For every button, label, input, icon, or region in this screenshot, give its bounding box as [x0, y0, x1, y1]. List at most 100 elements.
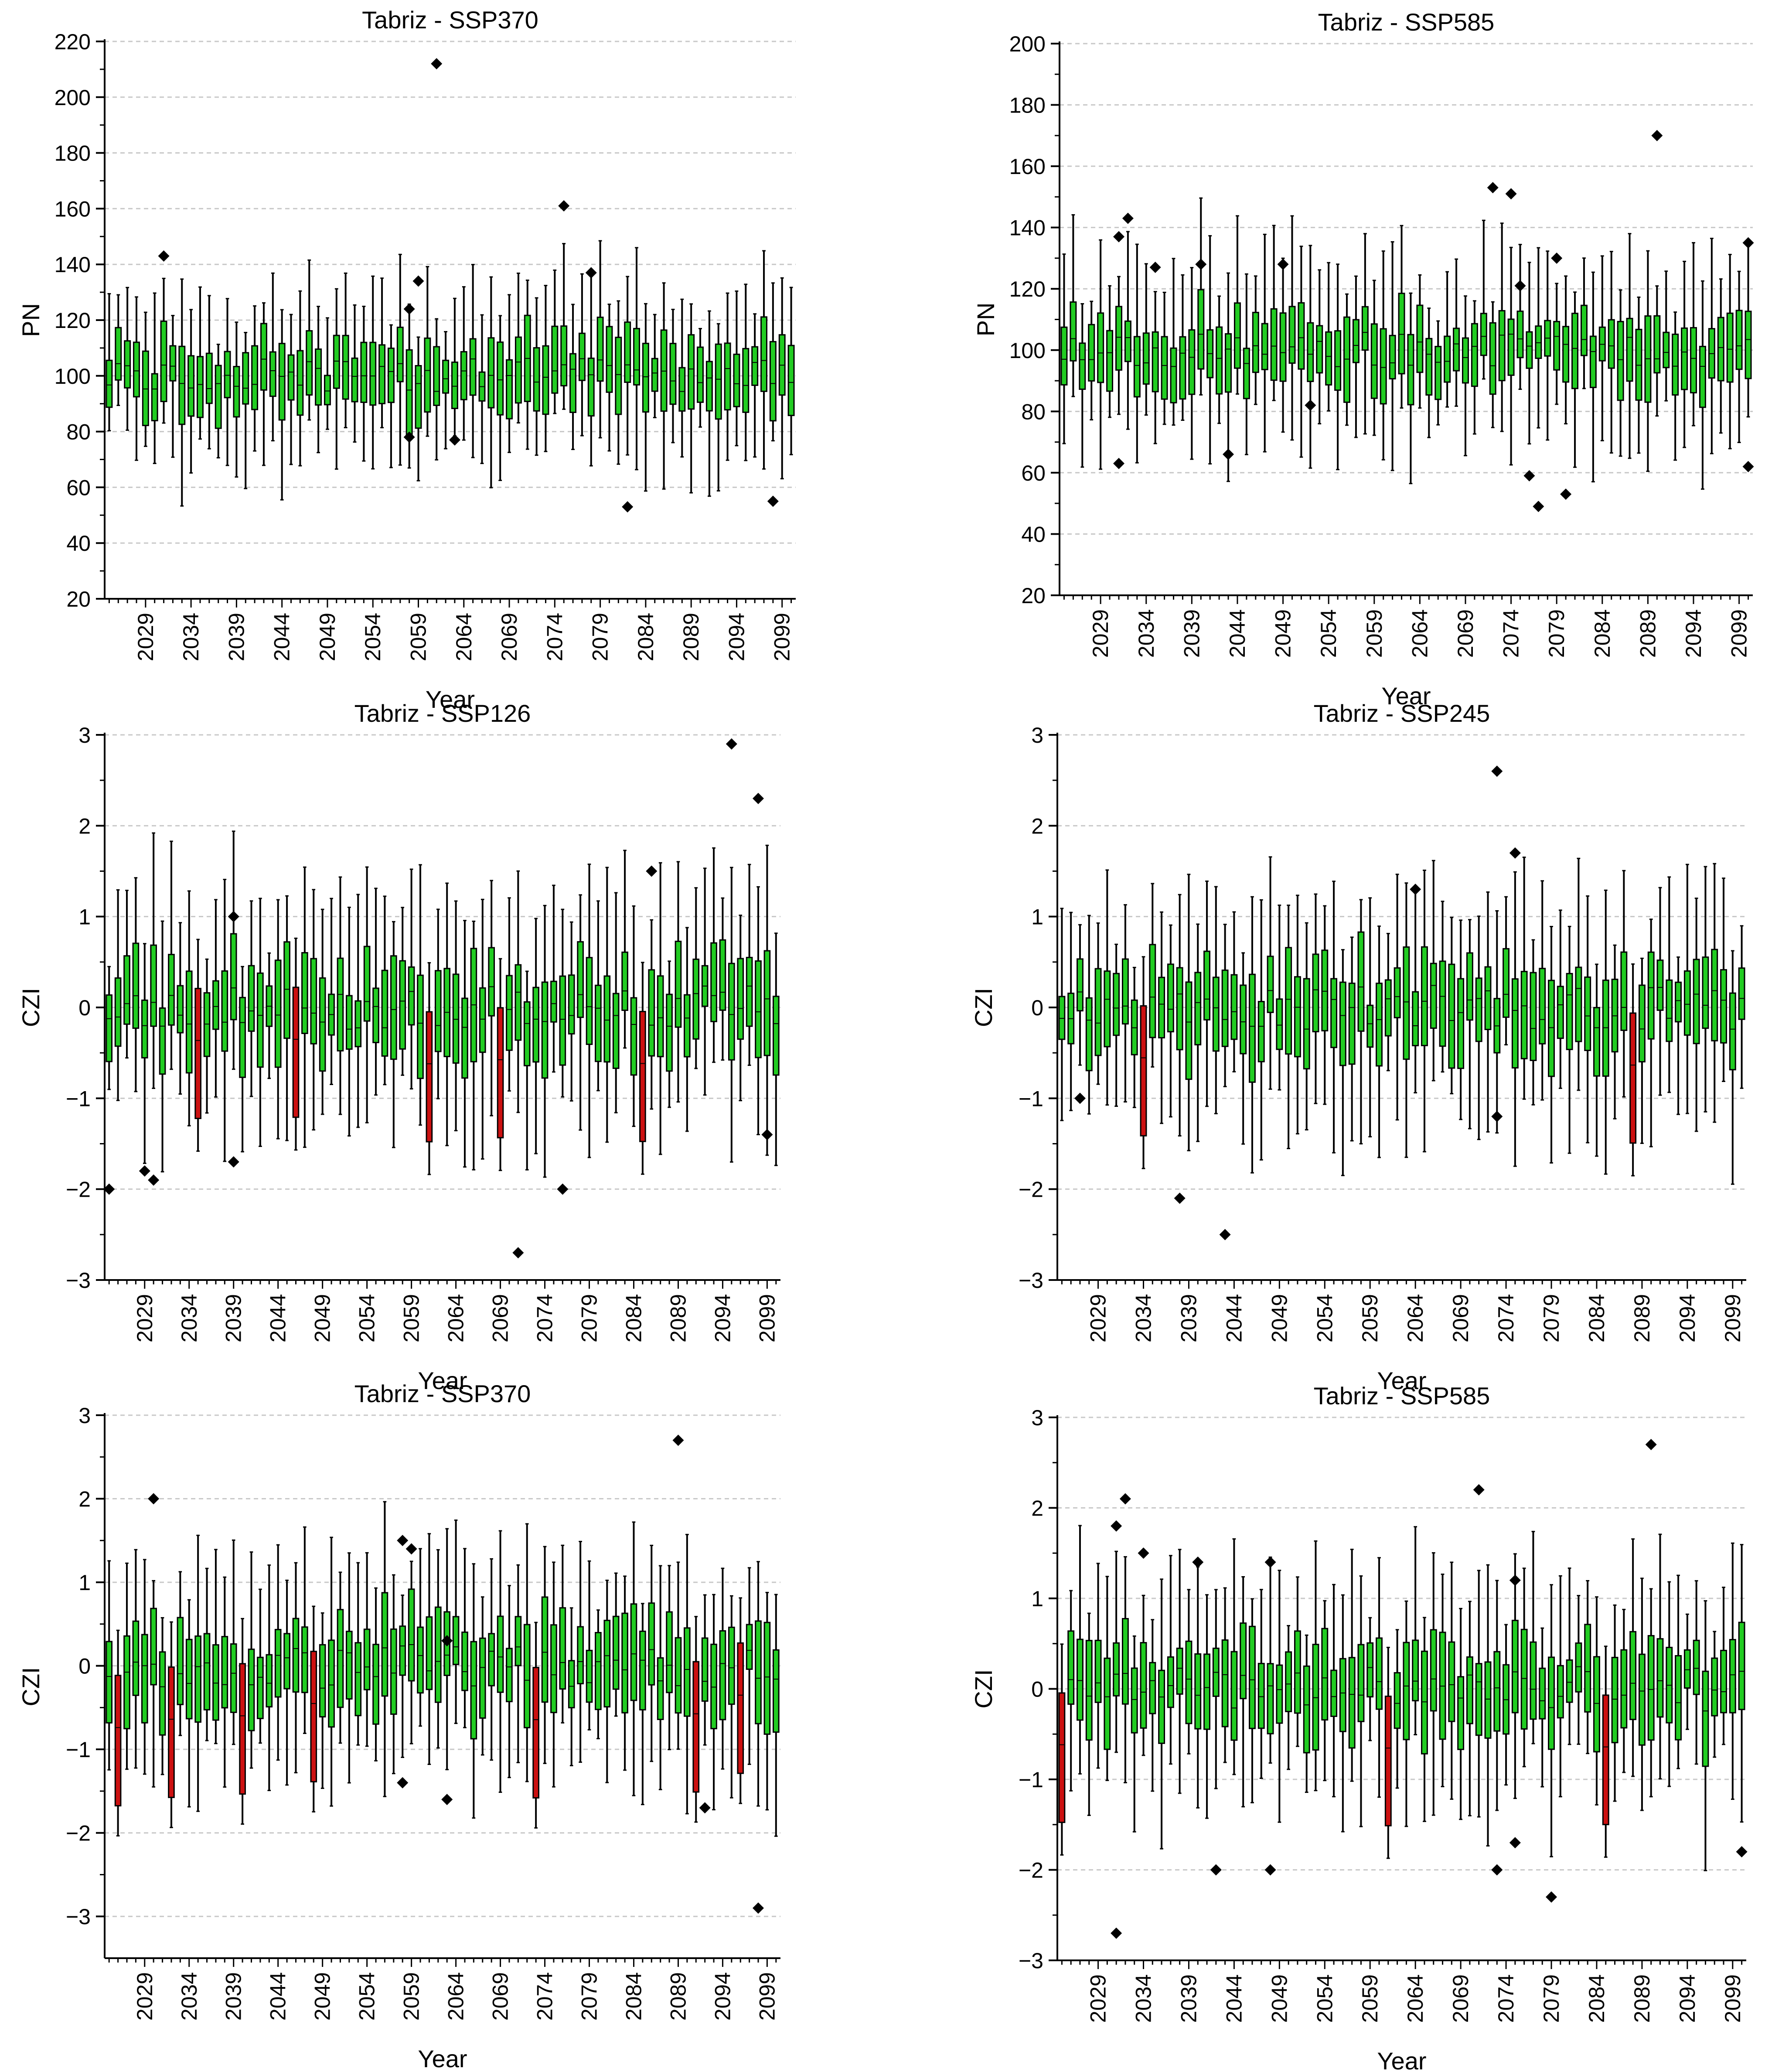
box: [1085, 997, 1093, 1072]
box-2095: [1699, 280, 1706, 490]
box: [461, 1632, 468, 1691]
box: [301, 1626, 308, 1693]
box-2090: [1647, 1588, 1655, 1798]
x-tick-label: 2064: [444, 1972, 468, 2021]
box-2045: [283, 895, 290, 1141]
box: [560, 325, 568, 386]
box-2084: [642, 303, 649, 492]
box-2035: [194, 939, 201, 1152]
box: [577, 941, 584, 1018]
box-2066: [470, 920, 477, 1171]
box-2059: [408, 1560, 415, 1744]
box: [1626, 317, 1633, 382]
box: [185, 1638, 193, 1720]
box-2059: [415, 336, 422, 481]
box-2058: [399, 1594, 406, 1758]
box-2094: [1683, 864, 1691, 1114]
box: [515, 964, 522, 1041]
box: [550, 1624, 557, 1714]
box: [1480, 313, 1487, 356]
box-2060: [424, 266, 431, 437]
box: [1421, 946, 1428, 1046]
box: [452, 1616, 460, 1665]
outlier-point: [646, 865, 658, 877]
outlier-point: [403, 431, 415, 443]
x-tick-label: 2099: [1721, 1294, 1745, 1342]
box: [133, 341, 140, 398]
box: [1647, 1635, 1655, 1741]
outlier-point: [1560, 488, 1572, 500]
box: [1149, 944, 1156, 1038]
box-2090: [1647, 918, 1655, 1147]
box: [233, 365, 240, 418]
box-2091: [692, 1616, 700, 1823]
box-2069: [1457, 919, 1465, 1120]
box-2039: [1185, 1589, 1193, 1755]
box-2069: [506, 294, 513, 453]
box: [1580, 304, 1588, 356]
box: [1161, 336, 1168, 400]
box: [415, 365, 422, 429]
box-2058: [1357, 899, 1365, 1145]
box: [569, 353, 577, 413]
x-tick-label: 2054: [355, 1972, 379, 2021]
outlier-point: [1509, 847, 1521, 859]
box-2099: [1735, 270, 1743, 444]
box-2078: [1539, 1627, 1546, 1788]
box: [1348, 983, 1356, 1065]
box-2064: [460, 286, 467, 441]
box: [434, 1606, 442, 1703]
box-2096: [751, 313, 759, 458]
outliers: [1074, 765, 1521, 1240]
x-tick-label: 2054: [355, 1294, 379, 1342]
box-2092: [1666, 876, 1673, 1093]
box: [1457, 1676, 1465, 1750]
box: [283, 1633, 290, 1690]
box-2085: [1602, 1645, 1609, 1858]
outlier-point: [1074, 1092, 1086, 1104]
box-2025: [1058, 1643, 1066, 1856]
box-2050: [328, 1536, 335, 1807]
x-tick-label: 2094: [1681, 609, 1706, 658]
box: [506, 359, 513, 420]
box: [203, 1633, 211, 1710]
box: [506, 975, 513, 1051]
box: [1403, 946, 1410, 1060]
box: [1298, 302, 1305, 370]
box: [772, 996, 780, 1076]
x-tick-label: 2079: [1544, 609, 1569, 658]
box: [688, 334, 695, 410]
box-2031: [159, 1617, 166, 1775]
box-2072: [533, 297, 540, 456]
box-2036: [1158, 1578, 1165, 1850]
box-2096: [1702, 866, 1709, 1113]
box-2093: [724, 292, 731, 461]
box: [1444, 335, 1451, 383]
box-2030: [150, 832, 157, 1089]
box: [630, 1603, 637, 1701]
y-tick-label: 160: [55, 197, 91, 221]
y-tick-label: 1: [78, 1570, 91, 1595]
box: [159, 1007, 166, 1075]
box: [1729, 992, 1736, 1071]
box: [1656, 959, 1664, 1011]
box: [123, 955, 130, 1025]
outlier-point: [441, 1794, 453, 1806]
box: [684, 994, 691, 1058]
box-2089: [675, 861, 682, 1103]
box: [1140, 1642, 1147, 1729]
box-2097: [1711, 863, 1718, 1123]
box-2040: [242, 331, 249, 489]
box-2034: [185, 890, 193, 1126]
box-2070: [1471, 300, 1478, 435]
drought-box: [292, 987, 300, 1118]
x-tick-label: 2044: [1222, 1974, 1246, 2023]
outlier-point: [753, 1902, 764, 1914]
panel-pn-ssp585: Tabriz - SSP585 Year PN 20 40 60 80 100 120 14…: [972, 8, 1754, 710]
box-2053: [360, 305, 368, 462]
box: [763, 950, 771, 1056]
box: [1115, 306, 1122, 371]
box-2027: [1079, 303, 1086, 468]
box: [769, 341, 777, 422]
box: [354, 1642, 362, 1717]
